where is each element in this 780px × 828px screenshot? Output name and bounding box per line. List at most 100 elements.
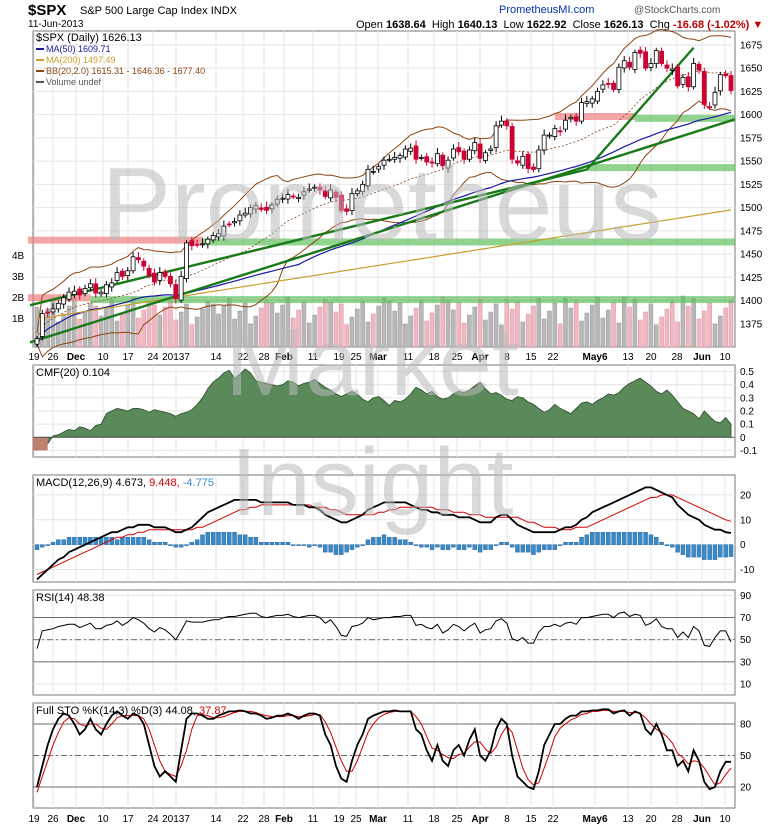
- macd-histogram-bar: [429, 544, 435, 550]
- volume-bar: [648, 303, 654, 348]
- macd-histogram-bar: [461, 544, 467, 550]
- macd-histogram-bar: [584, 534, 590, 545]
- x-tick-label: 11: [403, 352, 414, 363]
- sto-k-value: 44.08,: [165, 705, 199, 717]
- volume-bar: [280, 304, 285, 348]
- macd-histogram-bar: [136, 537, 141, 545]
- macd-histogram-bar: [632, 532, 638, 545]
- candle-body: [87, 283, 93, 289]
- volume-bar: [392, 310, 397, 348]
- macd-histogram-bar: [312, 544, 317, 546]
- macd-histogram-bar: [104, 537, 109, 545]
- volume-bar: [173, 319, 179, 348]
- macd-histogram-bar: [365, 539, 371, 545]
- candle-body: [136, 257, 141, 261]
- candle-body: [541, 134, 547, 151]
- macd-histogram-bar: [141, 537, 146, 545]
- volume-bar: [184, 303, 189, 348]
- macd-histogram-bar: [691, 544, 696, 558]
- volume-bar: [429, 312, 435, 348]
- volume-bar: [296, 309, 301, 348]
- candle-body: [290, 195, 296, 198]
- candle-body: [146, 267, 152, 276]
- candle-body: [200, 243, 205, 246]
- price-band-resistance: [554, 113, 635, 121]
- macd-histogram-bar: [419, 544, 424, 548]
- close-value: 1626.13: [603, 19, 644, 31]
- candle-body: [621, 60, 627, 69]
- x-tick-label: 28: [671, 352, 683, 363]
- macd-histogram-bar: [670, 544, 675, 548]
- chg-label: Chg: [649, 19, 670, 31]
- macd-histogram-bar: [579, 537, 584, 545]
- volume-bar: [307, 322, 312, 348]
- x-tick-label: 19: [28, 352, 40, 363]
- candle-body: [477, 143, 483, 159]
- macd-value: 4.673,: [115, 477, 149, 489]
- chart-date: 11-Jun-2013: [28, 19, 84, 30]
- macd-histogram-bar: [296, 544, 301, 546]
- macd-histogram-bar: [477, 544, 483, 553]
- candle-body: [61, 297, 67, 305]
- volume-bar: [424, 320, 429, 348]
- volume-bar: [563, 297, 568, 348]
- macd-histogram-bar: [168, 544, 173, 546]
- macd-histogram-bar: [696, 544, 702, 558]
- price-y-tick: 1475: [740, 226, 763, 237]
- macd-histogram-bar: [184, 544, 189, 546]
- candle-body: [125, 270, 131, 277]
- macd-histogram-bar: [146, 539, 152, 545]
- site-link[interactable]: PrometheusMI.com: [499, 4, 595, 16]
- copyright: @StockCharts.com: [634, 5, 721, 16]
- volume-bar: [162, 306, 168, 348]
- macd-histogram-bar: [371, 537, 376, 545]
- price-band-support: [202, 238, 735, 246]
- volume-bar: [98, 315, 104, 348]
- rsi-y-tick: 50: [740, 635, 752, 646]
- candle-body: [114, 272, 120, 282]
- macd-histogram-bar: [627, 532, 632, 545]
- x-tick-label: Apr: [471, 814, 488, 825]
- candle-body: [349, 193, 355, 211]
- macd-histogram-bar: [440, 544, 445, 550]
- description-text: S&P 500 Large Cap Index: [80, 5, 208, 17]
- macd-histogram-bar: [702, 544, 707, 560]
- candle-body: [221, 225, 227, 237]
- candle-body: [205, 238, 211, 245]
- candle-body: [194, 243, 200, 246]
- macd-histogram-bar: [483, 544, 488, 550]
- legend-entry: MA(50) 1609.71: [46, 44, 111, 54]
- macd-histogram-bar: [675, 544, 680, 553]
- cmf-negative-area: [33, 437, 48, 451]
- x-tick-label: 19: [333, 814, 345, 825]
- candle-body: [285, 194, 291, 200]
- macd-histogram-bar: [451, 544, 456, 548]
- low-value: 1622.92: [526, 19, 567, 31]
- candle-body: [456, 147, 462, 153]
- macd-histogram-bar: [248, 537, 253, 545]
- macd-histogram-bar: [291, 544, 296, 546]
- candle-body: [648, 63, 654, 68]
- bollinger-mid: [36, 70, 732, 339]
- candle-body: [264, 206, 269, 211]
- macd-histogram-bar: [520, 544, 525, 553]
- candle-body: [616, 66, 622, 90]
- macd-histogram-bar: [61, 539, 66, 545]
- panel-frame-macd: [32, 474, 736, 583]
- price-y-tick: 1450: [740, 250, 763, 261]
- candle-body: [344, 208, 350, 212]
- macd-histogram-bar: [200, 534, 205, 545]
- candle-body: [723, 73, 729, 77]
- volume-bar: [621, 296, 627, 348]
- macd-histogram-bar: [72, 537, 77, 545]
- candle-body: [237, 214, 243, 222]
- volume-bar: [536, 297, 542, 348]
- x-tick-label: 28: [258, 814, 270, 825]
- macd-histogram-bar: [504, 541, 509, 545]
- macd-histogram-bar: [376, 537, 381, 545]
- macd-histogram-bar: [285, 541, 291, 545]
- macd-histogram-bar: [557, 544, 563, 546]
- x-tick-label: 20137: [162, 352, 190, 363]
- x-tick-label: 10: [719, 352, 731, 363]
- candle-body: [258, 207, 264, 210]
